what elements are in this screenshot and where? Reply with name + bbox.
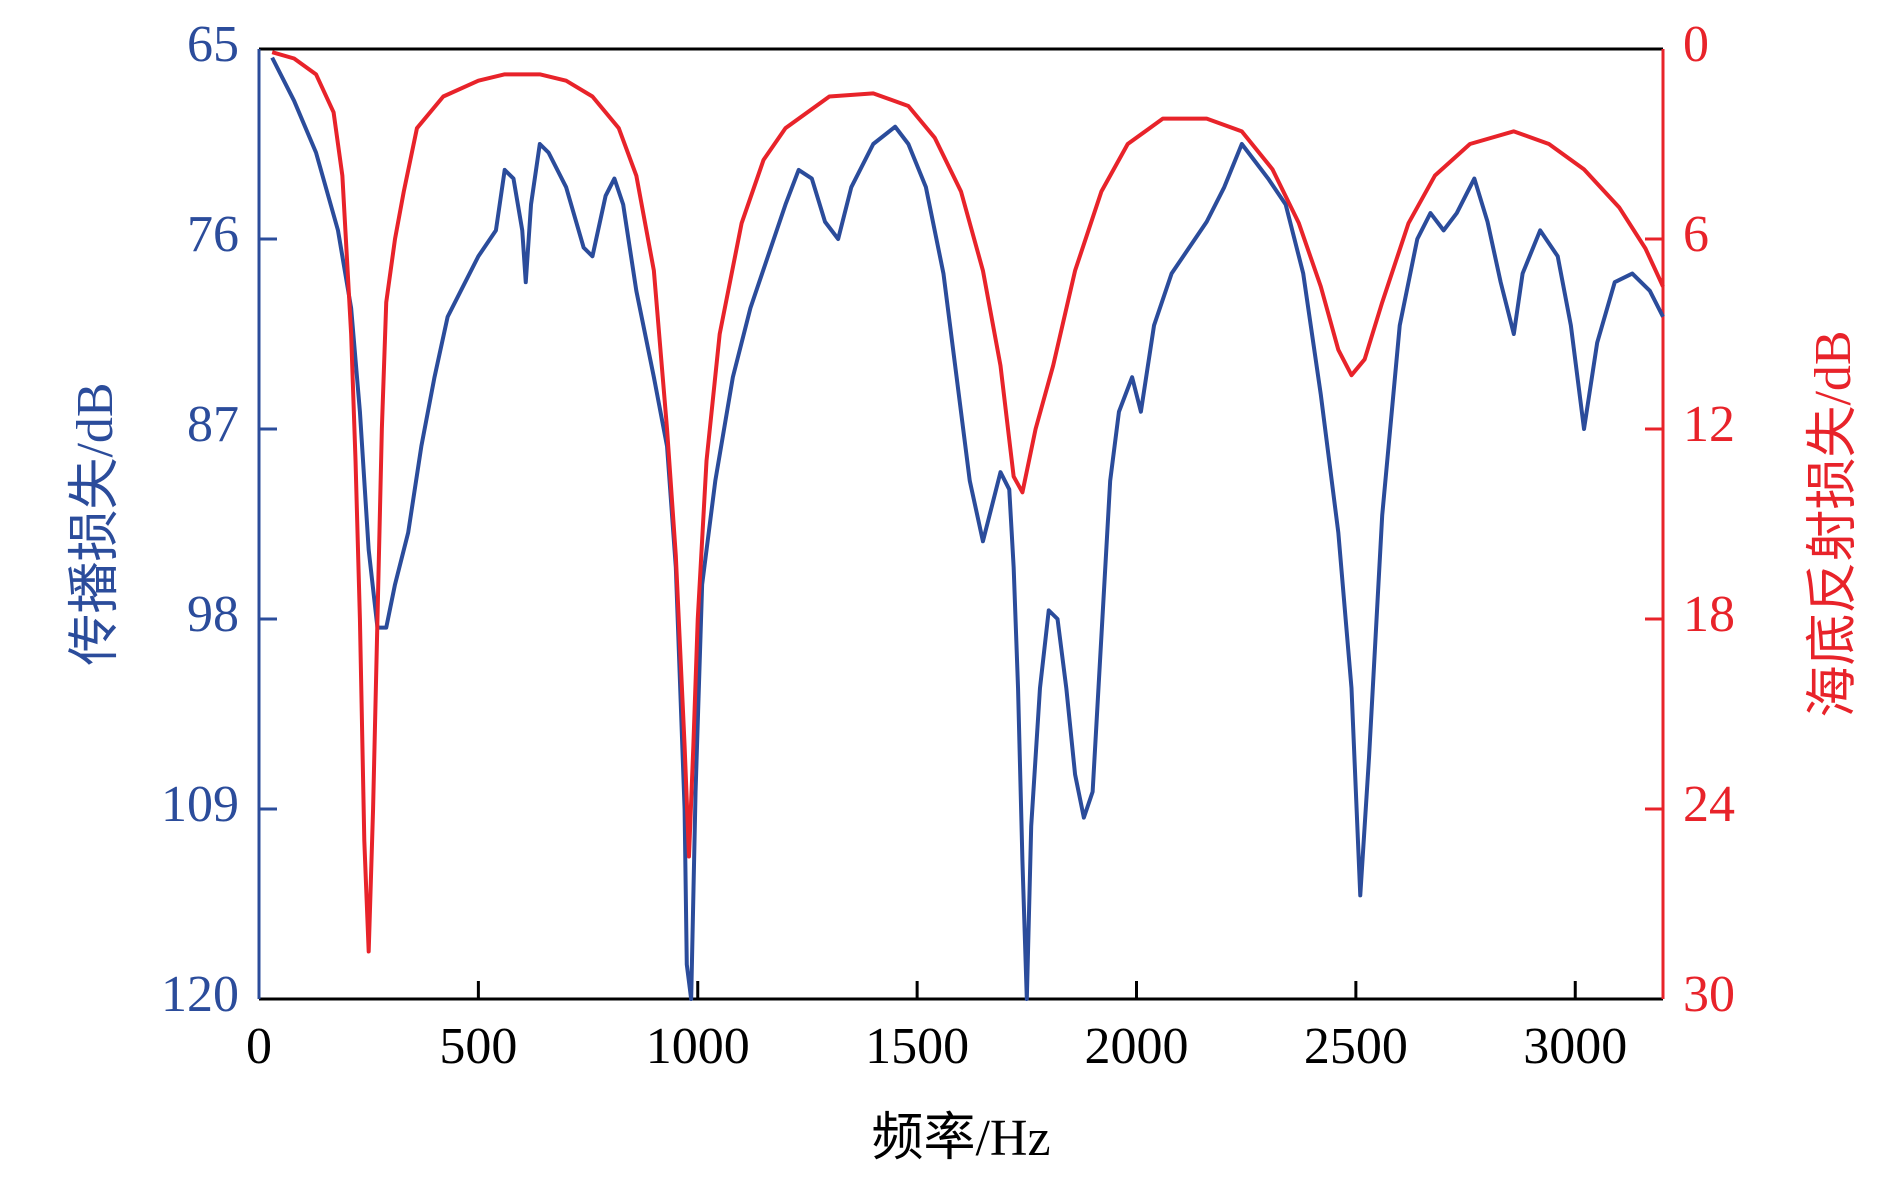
y-tick-label: 98 (187, 586, 239, 643)
y2-tick-label: 12 (1683, 396, 1735, 453)
data-line (271, 50, 1665, 954)
y-tick-label: 109 (161, 776, 239, 833)
x-tick-label: 3000 (1523, 1018, 1627, 1075)
y2-tick-label: 6 (1683, 206, 1709, 263)
x-tick-label: 0 (246, 1018, 272, 1075)
y2-tick-label: 24 (1683, 776, 1735, 833)
x-tick-label: 2000 (1085, 1018, 1189, 1075)
x-axis-title: 频率/Hz (871, 1110, 1050, 1167)
data-line (270, 56, 1665, 1001)
x-tick-label: 2500 (1304, 1018, 1408, 1075)
x-tick-label: 1500 (865, 1018, 969, 1075)
y2-tick-label: 0 (1683, 16, 1709, 73)
y2-tick-label: 30 (1683, 966, 1735, 1023)
y2-axis-title: 海底反射损失/dB (1805, 330, 1862, 717)
y-tick-label: 65 (187, 16, 239, 73)
y-axis-title: 传播损失/dB (67, 382, 124, 665)
y-tick-label: 120 (161, 966, 239, 1023)
y-tick-label: 76 (187, 206, 239, 263)
x-tick-label: 1000 (646, 1018, 750, 1075)
y2-tick-label: 18 (1683, 586, 1735, 643)
x-tick-label: 500 (439, 1018, 517, 1075)
y-tick-label: 87 (187, 396, 239, 453)
